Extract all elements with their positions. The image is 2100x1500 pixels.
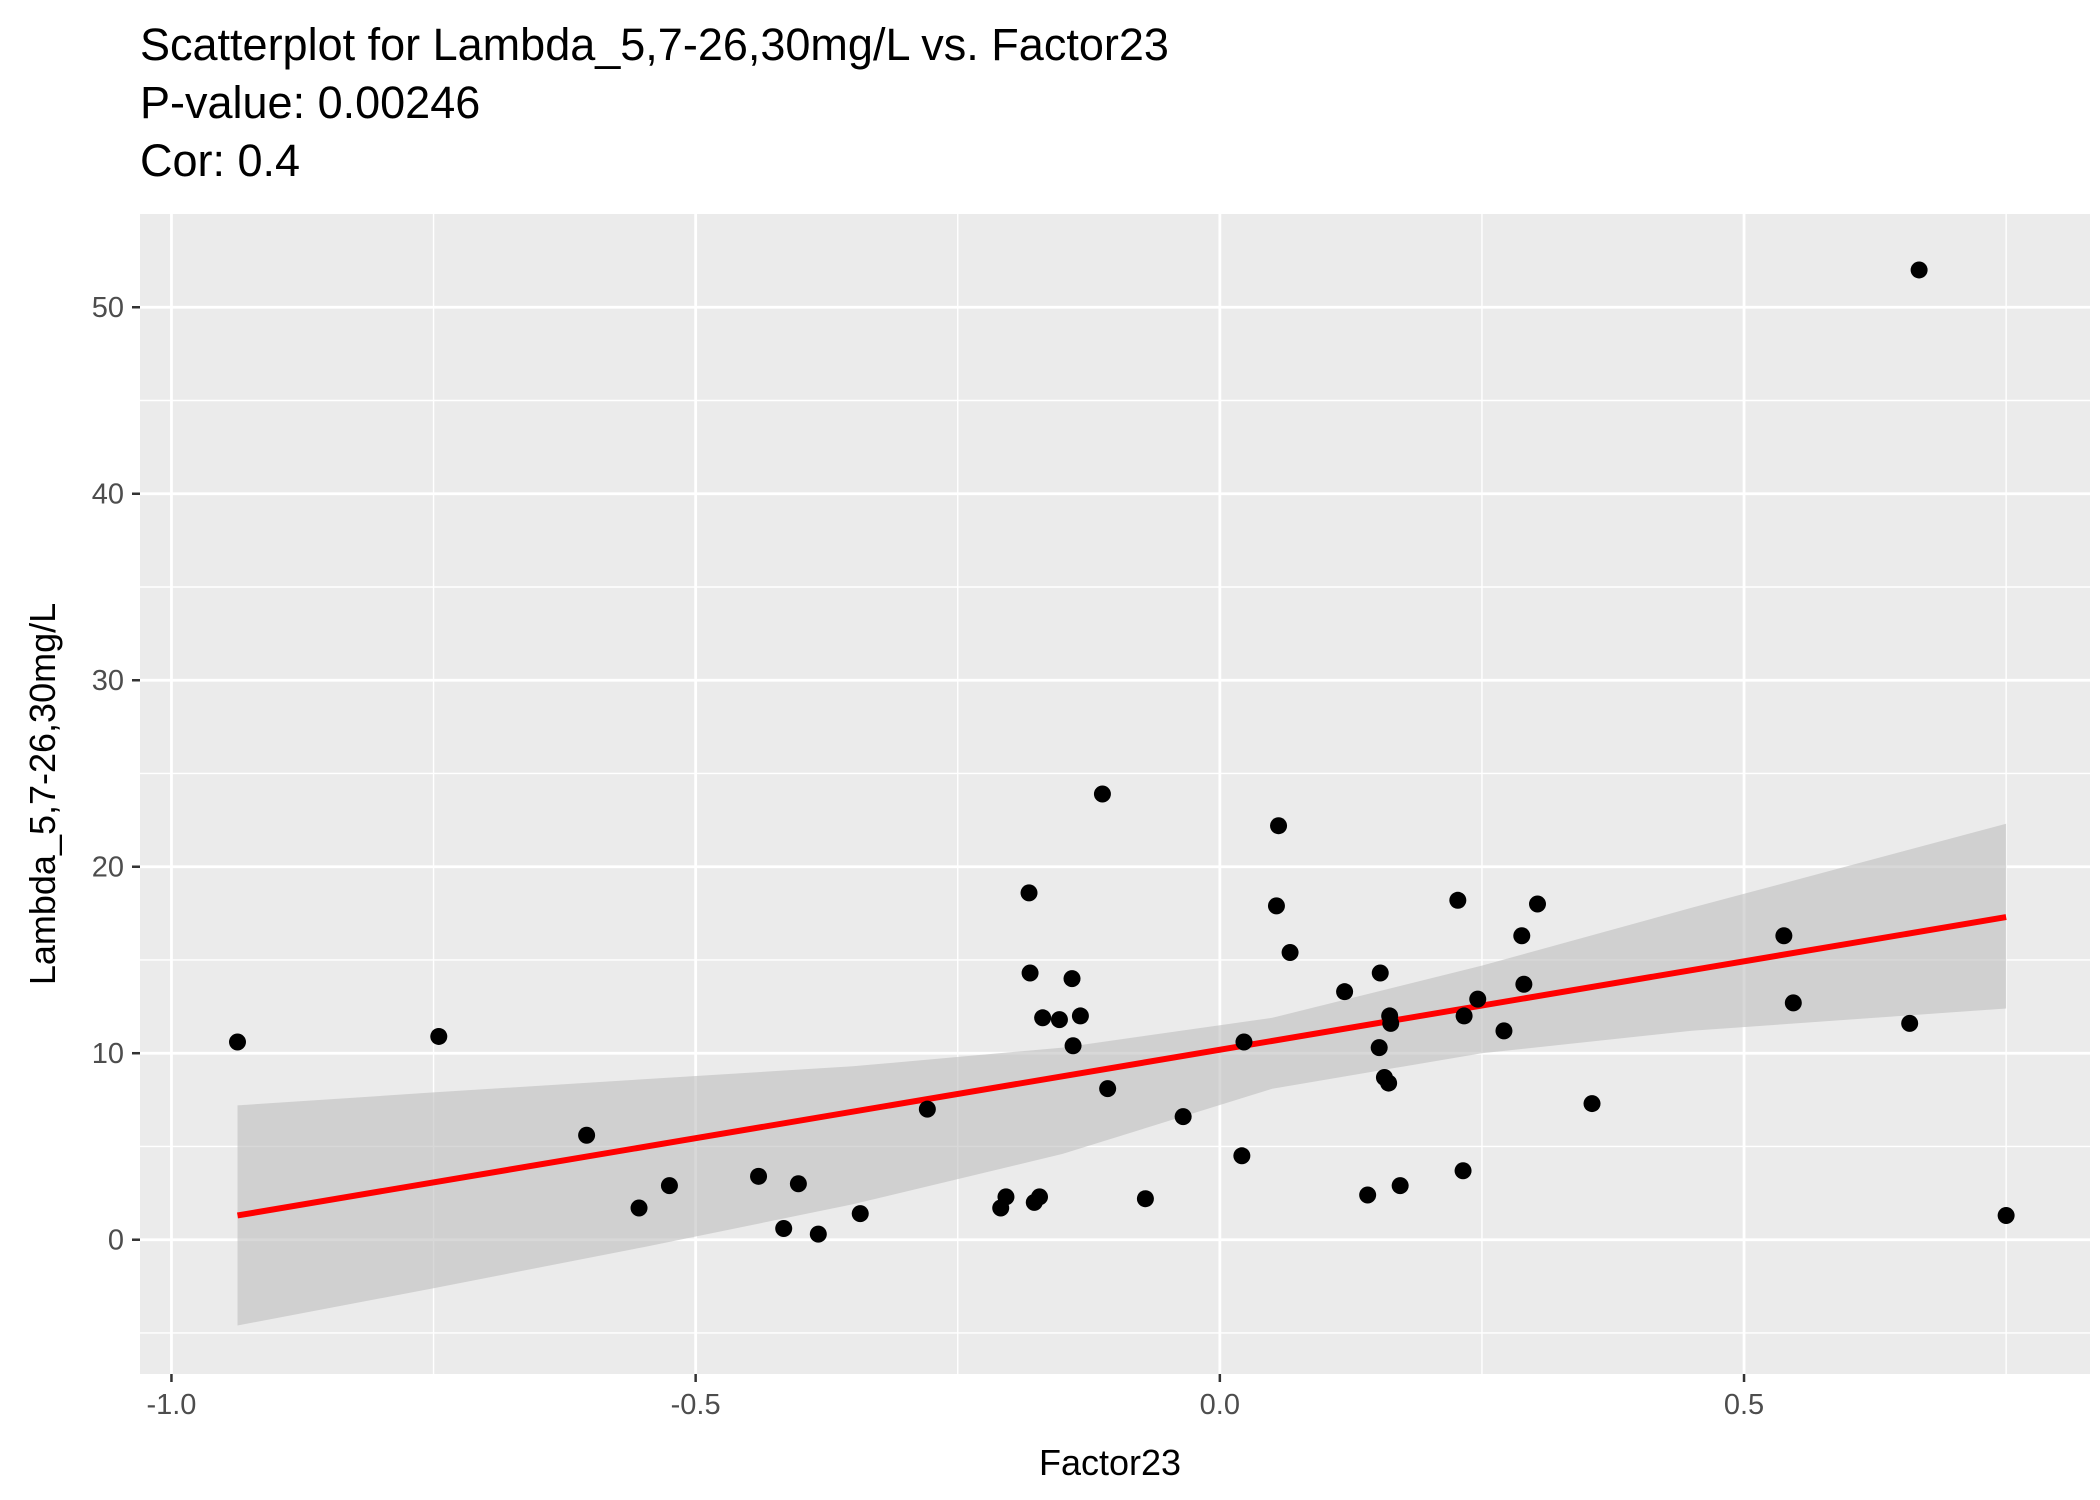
data-point bbox=[578, 1126, 596, 1144]
data-point bbox=[1901, 1014, 1919, 1032]
data-point bbox=[1910, 261, 1928, 279]
data-point bbox=[775, 1220, 793, 1238]
data-point bbox=[1455, 1007, 1473, 1025]
y-tick-label: 40 bbox=[92, 479, 124, 511]
data-point bbox=[630, 1199, 648, 1217]
y-tick-label: 20 bbox=[92, 852, 124, 884]
y-tick-label: 0 bbox=[108, 1225, 124, 1257]
data-point bbox=[1034, 1009, 1052, 1027]
data-point bbox=[1336, 983, 1354, 1001]
data-point bbox=[1449, 891, 1467, 909]
x-tick-label: 0.0 bbox=[1200, 1389, 1240, 1421]
data-point bbox=[1020, 884, 1038, 902]
major-gridlines bbox=[140, 214, 2090, 1374]
x-tick-label: -1.0 bbox=[146, 1389, 196, 1421]
data-point bbox=[1064, 1037, 1082, 1055]
data-point bbox=[1583, 1095, 1601, 1113]
data-point bbox=[1382, 1014, 1400, 1032]
y-axis-title: Lambda_5,7-26,30mg/L bbox=[22, 603, 63, 985]
data-point bbox=[1063, 970, 1081, 988]
y-tick-label: 30 bbox=[92, 665, 124, 697]
data-point bbox=[1529, 895, 1546, 913]
data-point bbox=[1071, 1007, 1089, 1025]
data-point bbox=[789, 1175, 807, 1193]
title-line-3: Cor: 0.4 bbox=[140, 135, 300, 186]
regression-line bbox=[237, 914, 2007, 1219]
data-point bbox=[1391, 1177, 1409, 1195]
data-point bbox=[1174, 1108, 1192, 1126]
data-point bbox=[1515, 975, 1533, 993]
data-points bbox=[229, 261, 2015, 1243]
data-point bbox=[1784, 994, 1802, 1012]
data-point bbox=[1775, 927, 1793, 945]
data-point bbox=[1380, 1074, 1398, 1092]
y-axis: 0 10 20 30 40 50 bbox=[92, 292, 140, 1257]
data-point bbox=[1513, 927, 1531, 945]
x-axis: -1.0 -0.5 0.0 0.5 bbox=[146, 1374, 1764, 1421]
x-axis-title: Factor23 bbox=[1039, 1442, 1181, 1483]
data-point bbox=[1370, 1039, 1388, 1057]
data-point bbox=[1281, 944, 1299, 962]
data-point bbox=[1050, 1011, 1068, 1029]
data-point bbox=[1495, 1022, 1513, 1040]
data-point bbox=[1469, 990, 1487, 1008]
data-point bbox=[229, 1033, 246, 1051]
title-line-2: P-value: 0.00246 bbox=[140, 77, 480, 128]
data-point bbox=[1093, 785, 1111, 803]
title-line-1: Scatterplot for Lambda_5,7-26,30mg/L vs.… bbox=[140, 19, 1169, 70]
data-point bbox=[1267, 897, 1285, 915]
confidence-band bbox=[237, 823, 2007, 1326]
data-point bbox=[1233, 1147, 1251, 1165]
data-point bbox=[1359, 1186, 1377, 1204]
data-point bbox=[851, 1205, 869, 1223]
data-point bbox=[660, 1177, 678, 1195]
data-point bbox=[430, 1027, 448, 1045]
data-point bbox=[1235, 1033, 1253, 1051]
data-point bbox=[918, 1100, 936, 1118]
y-tick-label: 10 bbox=[92, 1038, 124, 1070]
x-tick-label: -0.5 bbox=[671, 1389, 721, 1421]
y-tick-label: 50 bbox=[92, 292, 124, 324]
data-point bbox=[997, 1188, 1015, 1206]
data-point bbox=[1136, 1190, 1154, 1208]
data-point bbox=[1021, 964, 1039, 982]
data-point bbox=[1454, 1162, 1472, 1180]
data-point bbox=[1099, 1080, 1117, 1098]
chart-title: Scatterplot for Lambda_5,7-26,30mg/L vs.… bbox=[140, 19, 1169, 186]
x-tick-label: 0.5 bbox=[1724, 1389, 1764, 1421]
data-point bbox=[809, 1225, 827, 1243]
data-point bbox=[750, 1167, 768, 1185]
data-point bbox=[1270, 817, 1288, 835]
data-point bbox=[1997, 1206, 2015, 1224]
data-point bbox=[1371, 964, 1389, 982]
data-point bbox=[1031, 1188, 1049, 1206]
